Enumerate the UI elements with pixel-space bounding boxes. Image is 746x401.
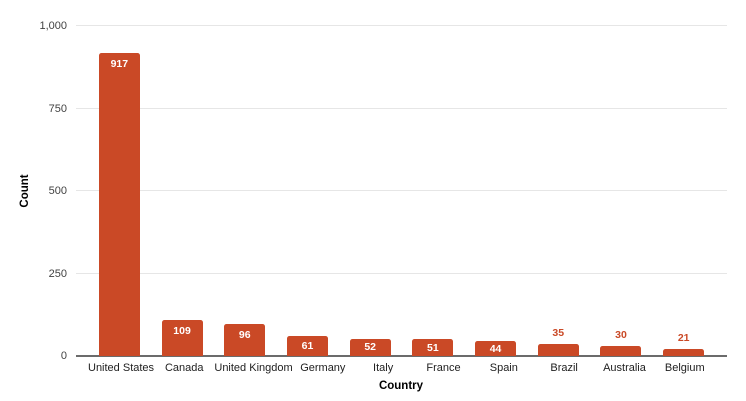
x-category-label: France <box>426 362 461 374</box>
bar-italy: 52 <box>349 338 391 356</box>
bar-spain: 44 <box>475 341 517 356</box>
gridline <box>76 25 727 26</box>
bar-value-label: 109 <box>173 325 191 338</box>
x-category-label: United Kingdom <box>214 362 293 374</box>
x-label-slot: Australia <box>594 361 654 375</box>
bar-slot: 35 <box>527 26 590 356</box>
bar-slot: 44 <box>464 26 527 356</box>
bar-value-label: 44 <box>489 342 502 355</box>
bar-value-label: 61 <box>301 339 314 352</box>
bar-slot: 30 <box>590 26 653 356</box>
bar-slot: 52 <box>339 26 402 356</box>
bar-slot: 51 <box>402 26 465 356</box>
bar-united-kingdom: 96 <box>224 324 266 356</box>
x-category-label: Brazil <box>550 362 578 374</box>
x-category-label: United States <box>88 362 155 374</box>
x-axis-category-labels: United States Canada United Kingdom Germany… <box>88 361 715 375</box>
bar-germany: 61 <box>286 335 328 356</box>
x-category-label: Belgium <box>664 362 705 374</box>
bar-united-states: 917 <box>98 53 140 356</box>
gridline <box>76 190 727 191</box>
bars-layer: 917 109 96 61 52 51 44 35 30 21 <box>88 26 715 356</box>
x-category-label: Australia <box>603 362 646 374</box>
y-tick-label: 250 <box>48 267 67 280</box>
x-category-label: Germany <box>300 362 346 374</box>
bar-slot: 109 <box>151 26 214 356</box>
bar-value-label: 35 <box>552 327 565 340</box>
bar-canada: 109 <box>161 320 203 356</box>
x-label-slot: Germany <box>293 361 353 375</box>
y-tick-label: 750 <box>48 102 67 115</box>
x-label-slot: Brazil <box>534 361 594 375</box>
x-label-slot: United Kingdom <box>214 361 292 375</box>
y-tick-label: 0 <box>60 350 67 362</box>
x-label-slot: Spain <box>474 361 534 375</box>
x-axis-line <box>76 355 727 357</box>
x-label-slot: France <box>413 361 473 375</box>
bar-value-label: 52 <box>364 341 376 354</box>
bar-value-label: 21 <box>677 332 690 345</box>
bar-slot: 96 <box>213 26 276 356</box>
bar-australia: 30 <box>600 329 642 356</box>
x-label-slot: Italy <box>353 361 413 375</box>
plot-area: 917 109 96 61 52 51 44 35 30 21 <box>76 25 727 357</box>
bar-brazil: 35 <box>537 327 579 356</box>
x-category-label: Canada <box>164 362 204 374</box>
bar-slot: 21 <box>652 26 715 356</box>
bar-value-label: 51 <box>427 341 439 354</box>
bar-value-label: 917 <box>110 58 129 71</box>
bar-france: 51 <box>412 339 454 356</box>
bar-slot: 917 <box>88 26 151 356</box>
gridline <box>76 272 727 274</box>
bar-slot: 61 <box>276 26 339 356</box>
bar-belgium: 21 <box>663 332 705 356</box>
x-label-slot: Canada <box>154 361 214 375</box>
x-axis-title: Country <box>378 380 424 392</box>
bar-value-label: 30 <box>615 329 627 342</box>
x-label-slot: United States <box>88 361 154 375</box>
y-tick-label: 500 <box>48 185 67 197</box>
x-category-label: Italy <box>373 362 394 374</box>
bar-value-label: 96 <box>238 329 251 342</box>
x-label-slot: Belgium <box>655 361 715 375</box>
x-category-label: Spain <box>489 362 518 374</box>
gridline <box>76 107 727 109</box>
y-tick-label: 1,000 <box>39 20 67 32</box>
